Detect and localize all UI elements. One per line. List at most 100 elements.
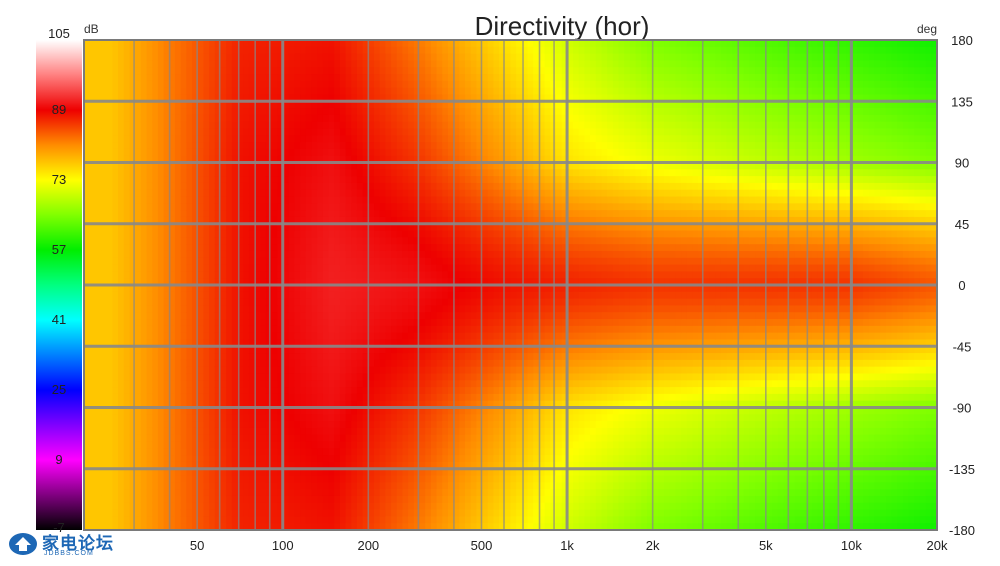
- heatmap-cell: [180, 230, 187, 238]
- heatmap-cell: [277, 427, 284, 436]
- heatmap-cell: [334, 210, 341, 218]
- heatmap-cell: [419, 264, 426, 272]
- heatmap-cell: [453, 128, 460, 136]
- heatmap-cell: [89, 101, 96, 109]
- heatmap-cell: [192, 162, 199, 170]
- heatmap-cell: [470, 325, 477, 334]
- heatmap-cell: [322, 148, 330, 157]
- heatmap-cell: [374, 339, 381, 347]
- heatmap-cell: [237, 203, 244, 211]
- heatmap-cell: [419, 278, 426, 286]
- heatmap-cell: [231, 305, 239, 313]
- heatmap-cell: [248, 291, 256, 300]
- heatmap-cell: [402, 135, 409, 143]
- heatmap-cell: [243, 278, 250, 286]
- heatmap-cell: [453, 40, 460, 48]
- heatmap-cell: [408, 264, 415, 272]
- heatmap-cell: [311, 94, 318, 102]
- heatmap-cell: [157, 278, 165, 286]
- heatmap-cell: [294, 257, 301, 266]
- heatmap-cell: [442, 162, 449, 170]
- heatmap-cell: [84, 353, 91, 361]
- heatmap-cell: [231, 203, 239, 211]
- heatmap-cell: [220, 46, 227, 55]
- heatmap-cell: [260, 325, 267, 334]
- heatmap-cell: [248, 400, 256, 409]
- heatmap-cell: [317, 319, 324, 327]
- heatmap-cell: [197, 74, 205, 82]
- heatmap-cell: [157, 319, 165, 327]
- heatmap-cell: [174, 346, 182, 354]
- heatmap-cell: [226, 285, 233, 293]
- heatmap-cell: [237, 271, 244, 279]
- heatmap-cell: [129, 441, 136, 449]
- heatmap-cell: [305, 250, 313, 259]
- heatmap-cell: [152, 182, 159, 191]
- heatmap-cell: [447, 461, 455, 470]
- heatmap-cell: [169, 182, 176, 191]
- heatmap-cell: [328, 250, 335, 259]
- heatmap-cell: [442, 312, 449, 320]
- heatmap-cell: [146, 108, 153, 116]
- heatmap-cell: [402, 250, 409, 259]
- heatmap-cell: [453, 216, 460, 225]
- heatmap-cell: [89, 182, 96, 191]
- heatmap-cell: [112, 448, 119, 456]
- heatmap-cell: [300, 142, 307, 150]
- heatmap-cell: [123, 114, 131, 123]
- heatmap-cell: [345, 291, 352, 300]
- heatmap-cell: [271, 509, 278, 517]
- heatmap-cell: [231, 162, 239, 170]
- heatmap-cell: [152, 455, 159, 463]
- heatmap-cell: [214, 359, 222, 368]
- heatmap-cell: [447, 257, 455, 266]
- heatmap-cell: [186, 523, 193, 530]
- heatmap-cell: [300, 400, 307, 409]
- heatmap-cell: [402, 339, 409, 347]
- heatmap-cell: [300, 489, 307, 497]
- heatmap-cell: [89, 196, 96, 204]
- heatmap-cell: [231, 400, 239, 409]
- heatmap-cell: [402, 182, 409, 191]
- heatmap-cell: [106, 250, 114, 259]
- heatmap-cell: [379, 155, 386, 164]
- heatmap-cell: [465, 468, 472, 477]
- heatmap-cell: [408, 210, 415, 218]
- heatmap-cell: [391, 87, 398, 96]
- heatmap-cell: [163, 407, 170, 415]
- heatmap-cell: [334, 312, 341, 320]
- heatmap-cell: [419, 210, 426, 218]
- heatmap-cell: [89, 366, 96, 375]
- heatmap-cell: [322, 434, 330, 443]
- colorbar-tick-label: 89: [52, 102, 66, 117]
- heatmap-cell: [157, 169, 165, 177]
- heatmap-cell: [294, 114, 301, 123]
- heatmap-cell: [248, 319, 256, 327]
- heatmap-cell: [271, 421, 278, 429]
- heatmap-cell: [408, 101, 415, 109]
- heatmap-cell: [84, 53, 91, 62]
- heatmap-cell: [311, 509, 318, 517]
- heatmap-cell: [220, 108, 227, 116]
- heatmap-cell: [112, 305, 119, 313]
- heatmap-cell: [322, 176, 330, 184]
- heatmap-cell: [101, 53, 108, 62]
- heatmap-cell: [391, 448, 398, 456]
- heatmap-cell: [442, 135, 449, 143]
- heatmap-cell: [146, 53, 153, 62]
- heatmap-cell: [294, 108, 301, 116]
- heatmap-cell: [231, 285, 239, 293]
- heatmap-cell: [311, 135, 318, 143]
- heatmap-cell: [430, 135, 438, 143]
- heatmap-cell: [436, 121, 443, 130]
- heatmap-cell: [84, 114, 91, 123]
- heatmap-cell: [226, 80, 233, 89]
- heatmap-cell: [470, 319, 477, 327]
- heatmap-cell: [112, 319, 119, 327]
- heatmap-cell: [89, 80, 96, 89]
- heatmap-cell: [277, 80, 284, 89]
- heatmap-cell: [368, 353, 375, 361]
- heatmap-cell: [425, 319, 432, 327]
- heatmap-cell: [334, 427, 341, 436]
- heatmap-cell: [152, 196, 159, 204]
